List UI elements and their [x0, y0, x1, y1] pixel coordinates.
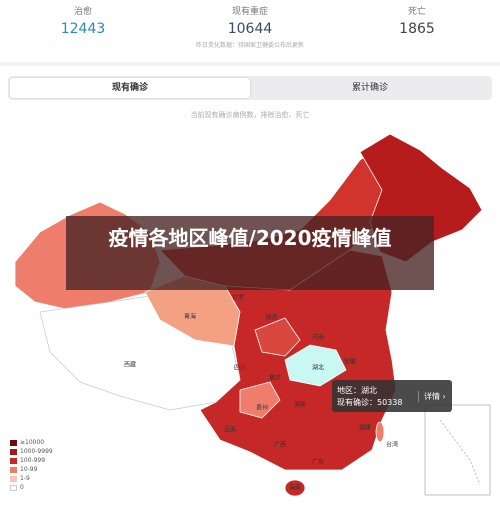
inset-line — [439, 419, 481, 486]
legend-label: ≥10000 — [20, 439, 45, 446]
region-label: 广东 — [312, 458, 324, 466]
regions — [14, 133, 483, 497]
stats-bar: 治愈 12443 现有重症 10644 死亡 1865 昨日变化数据：待国家卫健… — [0, 0, 500, 62]
region — [254, 317, 301, 357]
stat-value: 10644 — [227, 21, 273, 37]
region-label: 西藏 — [124, 361, 136, 369]
region — [239, 381, 281, 419]
region-label: 台湾 — [386, 441, 398, 449]
tooltip-count-label: 现有确诊： — [337, 398, 377, 407]
region-label: 安徽 — [344, 358, 356, 366]
stat-value: 12443 — [60, 21, 106, 37]
legend-item: 1000-9999 — [10, 447, 53, 456]
region-label: 四川 — [234, 365, 246, 372]
region-label: 云南 — [224, 426, 236, 434]
tooltip-button-label[interactable]: 详情 — [424, 392, 440, 401]
tooltip-count-value: 50338 — [377, 398, 403, 407]
stat-value: 1865 — [399, 21, 435, 37]
overlay-title: 疫情各地区峰值/2020疫情峰值 — [66, 216, 434, 290]
tooltip-count: 现有确诊：50338 — [337, 397, 402, 408]
legend-item: 10-99 — [10, 465, 53, 474]
legend-item: 1-9 — [10, 474, 53, 483]
legend-label: 100-999 — [20, 457, 46, 464]
stat: 死亡 1865 — [334, 4, 500, 37]
tooltip-button[interactable]: 详情 › — [418, 391, 446, 402]
region — [284, 344, 347, 387]
legend-item: 100-999 — [10, 456, 53, 465]
region — [284, 479, 306, 497]
legend-label: 1000-9999 — [20, 448, 53, 455]
region-label: 甘肃 — [232, 294, 244, 302]
tooltip: 地区：湖北 现有确诊：50338 详情 › — [332, 380, 452, 412]
map-note: 当前现有确诊病例数，排除治愈、死亡 — [190, 111, 310, 119]
inset-box — [424, 404, 491, 496]
stat-label: 死亡 — [407, 7, 426, 17]
stats-note: 昨日变化数据：待国家卫健委公布后更新 — [195, 42, 304, 49]
legend: ≥10000 1000-9999 100-999 10-99 1-9 0 — [10, 438, 53, 492]
region-label: 广西 — [274, 441, 286, 449]
region-label: 陕西 — [266, 314, 278, 322]
tab[interactable]: 现有确诊 — [10, 78, 250, 98]
legend-item: 0 — [10, 483, 53, 492]
stat-label: 现有重症 — [231, 7, 268, 17]
legend-item: ≥10000 — [10, 438, 53, 447]
region-label: 湖北 — [312, 364, 324, 372]
region-label: 河南 — [312, 334, 324, 342]
region-label: 贵州 — [256, 404, 268, 412]
legend-label: 1-9 — [20, 475, 30, 482]
stat: 治愈 12443 — [0, 4, 166, 37]
stat: 现有重症 10644 — [167, 4, 333, 37]
region-label: 福建 — [359, 424, 371, 432]
region-label: 海南 — [289, 484, 301, 492]
region-label: 湖南 — [294, 401, 306, 409]
legend-label: 10-99 — [20, 466, 38, 473]
legend-label: 0 — [20, 484, 24, 491]
region — [375, 421, 385, 443]
region-label: 青海 — [184, 313, 196, 321]
stat-label: 治愈 — [73, 7, 92, 17]
region-label: 重庆 — [269, 374, 281, 382]
tab[interactable]: 累计确诊 — [351, 83, 388, 93]
tooltip-region: 地区：湖北 — [337, 386, 377, 395]
